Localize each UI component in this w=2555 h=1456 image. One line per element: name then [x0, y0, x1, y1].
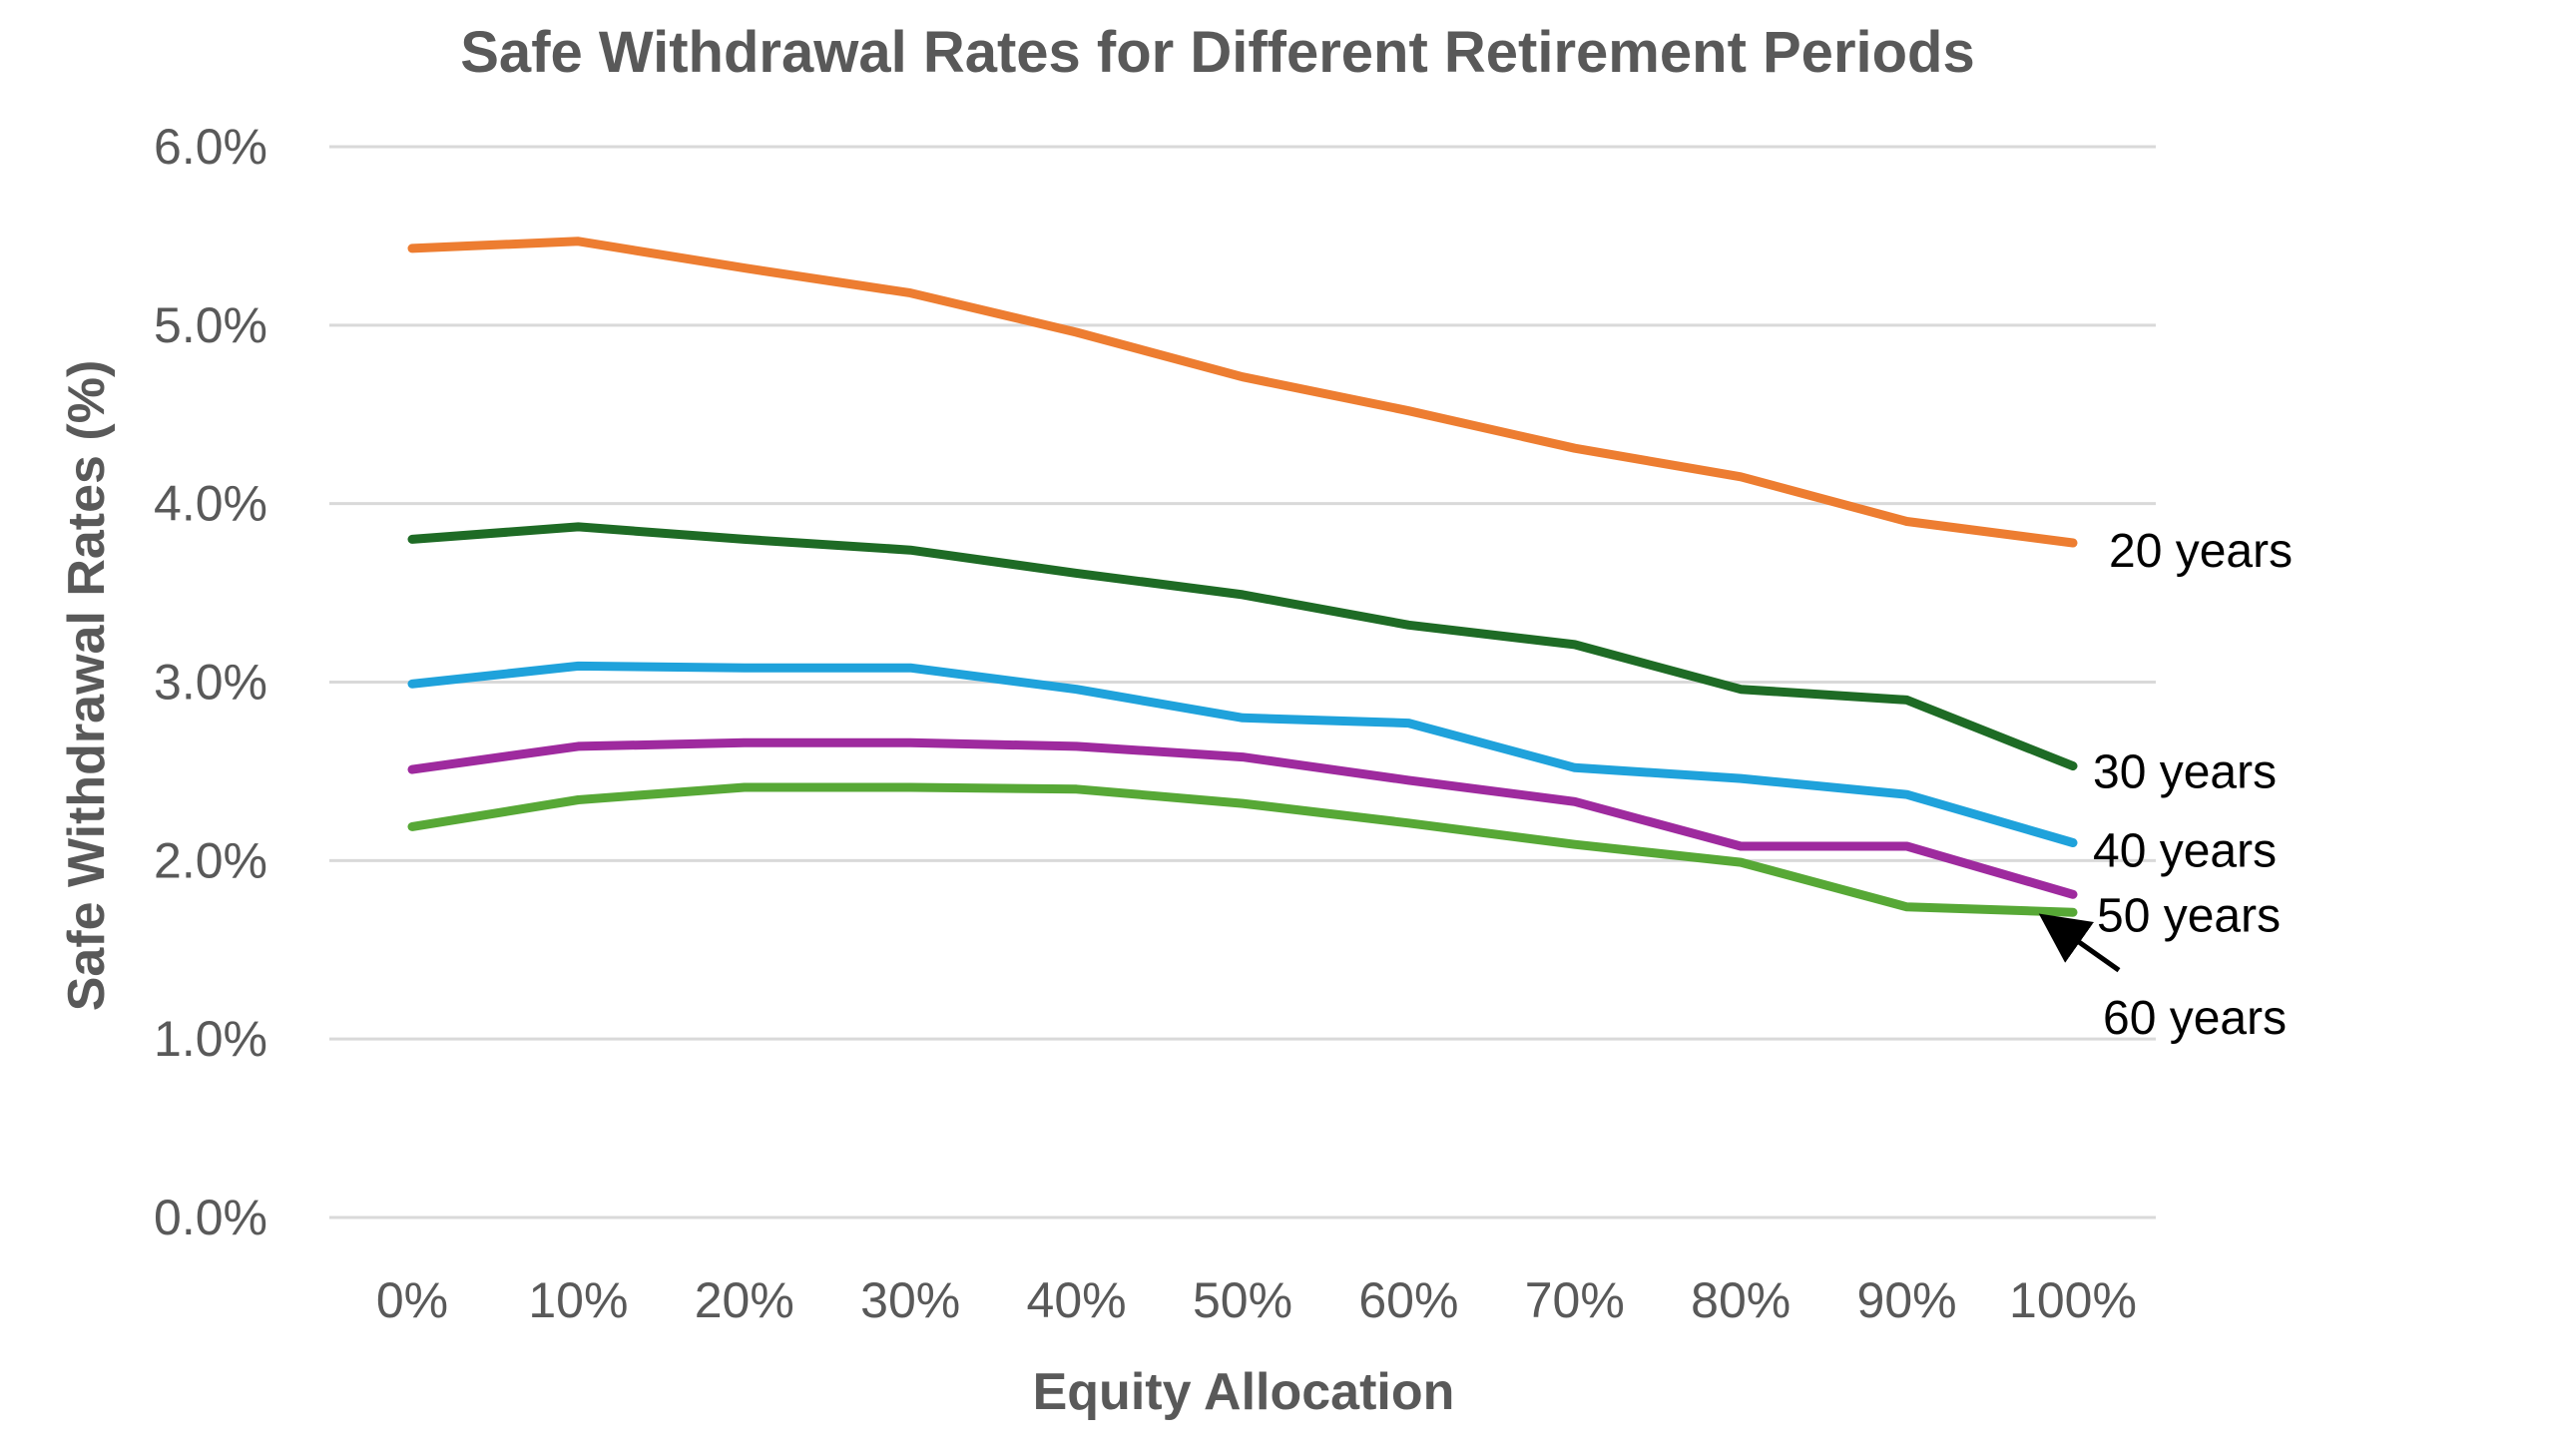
x-tick-label: 60%: [1358, 1272, 1458, 1328]
x-tick-label: 30%: [860, 1272, 960, 1328]
x-tick-label: 90%: [1857, 1272, 1957, 1328]
series-label-20-years: 20 years: [2109, 525, 2293, 578]
series-label-40-years: 40 years: [2093, 824, 2277, 877]
x-tick-label: 50%: [1193, 1272, 1292, 1328]
x-axis-title: Equity Allocation: [1033, 1363, 1455, 1421]
x-tick-label: 10%: [528, 1272, 628, 1328]
y-tick-label: 4.0%: [154, 476, 267, 532]
series-line-20-years: [407, 237, 2078, 548]
series-label-50-years: 50 years: [2097, 889, 2281, 942]
x-tick-label: 20%: [695, 1272, 794, 1328]
series-label-60-years: 60 years: [2103, 992, 2287, 1045]
x-tick-label: 80%: [1691, 1272, 1790, 1328]
series-line-40-years: [407, 661, 2078, 847]
y-tick-label: 6.0%: [154, 119, 267, 175]
chart-title: Safe Withdrawal Rates for Different Reti…: [460, 20, 1975, 85]
y-tick-label: 1.0%: [154, 1011, 267, 1067]
y-axis-title: Safe Withdrawal Rates (%): [58, 360, 116, 1012]
series-label-30-years: 30 years: [2093, 746, 2277, 799]
series-line-50-years: [407, 737, 2078, 899]
x-tick-label: 40%: [1027, 1272, 1127, 1328]
y-axis-ticks: 0.0% 1.0% 2.0% 3.0% 4.0% 5.0% 6.0%: [154, 119, 267, 1245]
annotation-arrow: [2038, 913, 2121, 973]
series-labels: 20 years 30 years 40 years 50 years 60 years: [2038, 525, 2293, 1045]
x-tick-label: 100%: [2009, 1272, 2137, 1328]
y-tick-label: 0.0%: [154, 1190, 267, 1245]
series-line-60-years: [407, 782, 2078, 917]
y-tick-label: 5.0%: [154, 297, 267, 353]
x-tick-label: 70%: [1525, 1272, 1625, 1328]
series-lines: [407, 237, 2078, 917]
gridlines: [329, 145, 2156, 1219]
y-tick-label: 3.0%: [154, 655, 267, 711]
y-tick-label: 2.0%: [154, 832, 267, 888]
x-tick-label: 0%: [376, 1272, 448, 1328]
x-axis-ticks: 0% 10% 20% 30% 40% 50% 60% 70% 80% 90% 100%: [376, 1272, 2137, 1328]
series-line-30-years: [407, 522, 2078, 771]
